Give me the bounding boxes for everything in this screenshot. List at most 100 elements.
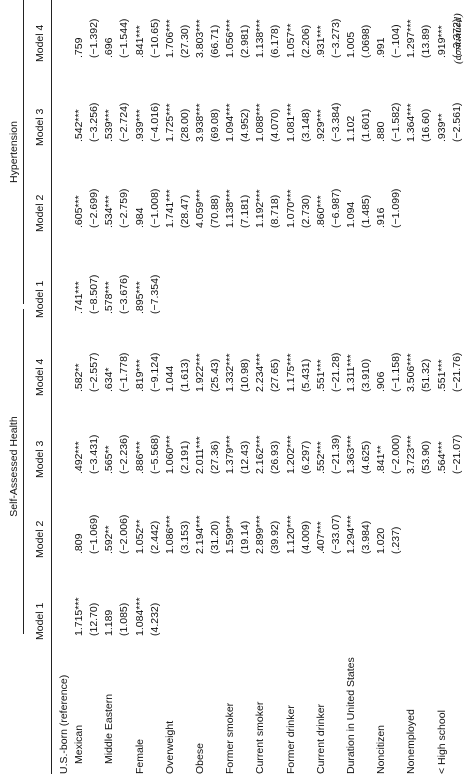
table-cell: 1.202*** [284, 435, 297, 474]
table-cell: (4.009) [299, 520, 312, 554]
table-cell: (−1.582) [390, 102, 403, 142]
table-cell: (4.232) [148, 602, 161, 636]
table-cell: 1.189 [103, 609, 116, 636]
table-cell: 1.175*** [284, 353, 297, 392]
model-header-sah-3: Model 3 [34, 440, 46, 478]
table-cell: (1.085) [118, 602, 131, 636]
table-cell: 1.379*** [224, 435, 237, 474]
table-cell: (−2.759) [118, 188, 131, 228]
table-cell: .741*** [73, 281, 86, 314]
table-cell: (−1.008) [148, 188, 161, 228]
table-cell: .841** [375, 445, 388, 474]
table-cell: .551*** [314, 359, 327, 392]
table-cell: (2.981) [239, 24, 252, 58]
table-cell: (53.90) [420, 440, 433, 474]
table-cell: (13.89) [420, 24, 433, 58]
table-cell: (3.148) [299, 108, 312, 142]
table-cell: 1.725*** [163, 103, 176, 142]
table-cell: .551*** [435, 359, 448, 392]
model-header-sah-4: Model 4 [34, 358, 46, 396]
group-header-self-assessed-health: Self-Assessed Health [8, 416, 20, 517]
table-cell: 1.297*** [405, 19, 418, 58]
table-cell: (26.93) [269, 440, 282, 474]
table-cell: (28.47) [178, 194, 191, 228]
table-cell: (12.70) [88, 602, 101, 636]
model-header-htn-3: Model 3 [34, 108, 46, 146]
table-cell: 3.803*** [193, 19, 206, 58]
table-cell: 1.005 [344, 31, 357, 58]
table-cell: (−2.000) [390, 434, 403, 474]
table-cell: (7.181) [239, 194, 252, 228]
table-cell: .552*** [314, 441, 327, 474]
table-cell: 1.192*** [254, 189, 267, 228]
table-cell: (5.431) [299, 358, 312, 392]
table-cell: 1.741*** [163, 189, 176, 228]
table-cell: 1.052** [133, 519, 146, 554]
table-cell: (−2.236) [118, 434, 131, 474]
table-cell: 1.599*** [224, 515, 237, 554]
table-cell: .895*** [133, 281, 146, 314]
table-cell: 1.044 [163, 365, 176, 392]
table-cell: (−9.124) [148, 352, 161, 392]
table-cell: (−3.676) [118, 274, 131, 314]
model-header-htn-1: Model 1 [34, 280, 46, 318]
table-cell: 1.715*** [73, 597, 86, 636]
table-cell: (−1.158) [390, 352, 403, 392]
table-cell: (.0698) [360, 24, 372, 58]
table-cell: .939** [435, 113, 448, 142]
table-cell: (−21.07) [450, 434, 463, 474]
table-cell: (−1.392) [88, 18, 101, 58]
table-cell: .582** [73, 363, 86, 392]
table-cell: .492*** [73, 441, 86, 474]
row-label: Female [133, 738, 146, 774]
table-cell: .841*** [133, 25, 146, 58]
row-label: Duration in United States [344, 657, 357, 774]
table-cell: (−2.699) [88, 188, 101, 228]
table-cell: .534*** [103, 195, 116, 228]
table-cell: 1.086*** [163, 515, 176, 554]
table-cell: .634* [103, 367, 116, 392]
table-cell: .539*** [103, 109, 116, 142]
table-cell: (25.43) [209, 358, 221, 392]
table-cell: (−5.568) [148, 434, 161, 474]
table-cell: .809 [73, 533, 86, 554]
model-header-htn-4: Model 4 [34, 24, 46, 62]
table-cell: .564*** [435, 441, 448, 474]
table-cell: (−4.016) [148, 102, 161, 142]
table-cell: (1.601) [360, 108, 372, 142]
table-cell: 1.056*** [224, 19, 237, 58]
table-cell: .880 [375, 121, 388, 142]
table-cell: 1.084*** [133, 597, 146, 636]
table-cell: 1.363*** [344, 435, 357, 474]
table-cell: (10.98) [239, 358, 252, 392]
table-cell: (6.297) [299, 440, 312, 474]
table-cell: 1.364*** [405, 103, 418, 142]
table-cell: (2.206) [299, 24, 312, 58]
table-cell: (28.00) [178, 108, 191, 142]
table-cell: (−21.28) [329, 352, 342, 392]
table-cell: .759 [73, 37, 86, 58]
table-cell: (−2.724) [118, 102, 131, 142]
table-cell: 3.723*** [405, 435, 418, 474]
table-cell: (−3.273) [329, 18, 342, 58]
table-cell: .984 [133, 207, 146, 228]
group-header-hypertension: Hypertension [8, 121, 20, 183]
table-cell: 4.059*** [193, 189, 206, 228]
table-cell: 1.081*** [284, 103, 297, 142]
table-cell: .605*** [73, 195, 86, 228]
table-cell: (6.178) [269, 24, 282, 58]
table-cell: 1.294*** [344, 515, 357, 554]
row-label: Nonemployed [405, 709, 418, 774]
row-label: Former smoker [224, 702, 237, 774]
table-cell: (31.20) [209, 520, 221, 554]
table-cell: (51.32) [420, 358, 433, 392]
row-label: U.S.-born (reference) [58, 674, 70, 774]
table-cell: .916 [375, 207, 388, 228]
table-cell: 2.194*** [193, 515, 206, 554]
row-label: Obese [193, 743, 206, 774]
table-cell: .860*** [314, 195, 327, 228]
table-cell: 2.899*** [254, 515, 267, 554]
table-cell: 1.922*** [193, 353, 206, 392]
table-cell: 1.138*** [224, 189, 237, 228]
table-cell: .931*** [314, 25, 327, 58]
